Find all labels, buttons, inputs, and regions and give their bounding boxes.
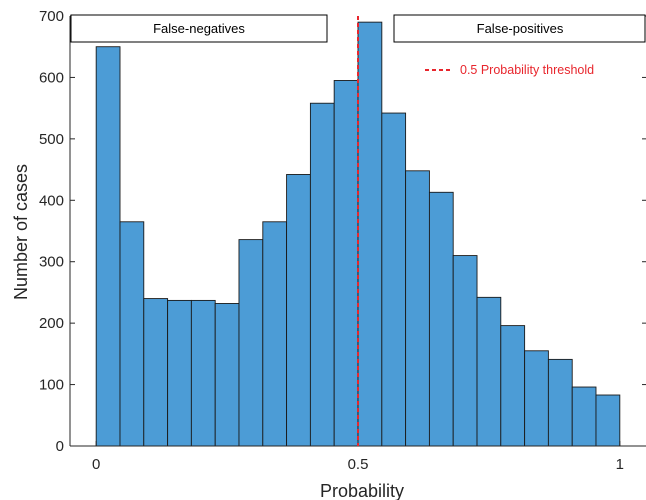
false-positives-label: False-positives: [477, 21, 564, 36]
y-axis-title: Number of cases: [11, 164, 31, 300]
y-tick-label: 600: [39, 69, 64, 86]
y-axis-ticks: 0 100 200 300 400 500 600 700: [39, 8, 646, 455]
histogram-bar: [214, 303, 240, 447]
y-tick-label: 100: [39, 377, 64, 394]
y-tick-label: 500: [39, 131, 64, 148]
false-positives-box: False-positives: [393, 14, 646, 43]
histogram-bar: [500, 325, 526, 447]
histogram-bar: [571, 386, 597, 447]
histogram-bar: [143, 298, 169, 447]
histogram-bar: [95, 46, 121, 447]
histogram-bars: [95, 21, 621, 447]
histogram-bar: [547, 358, 573, 447]
x-tick-label: 0.5: [348, 456, 369, 473]
legend-threshold-label: 0.5 Probability threshold: [460, 63, 594, 77]
false-negatives-label: False-negatives: [153, 21, 245, 36]
histogram-bar: [381, 112, 407, 447]
histogram-bar: [286, 174, 311, 447]
x-axis-title: Probability: [320, 481, 404, 500]
histogram-bar: [357, 21, 383, 447]
histogram-bar: [405, 170, 430, 447]
false-negatives-box: False-negatives: [70, 14, 328, 43]
x-tick-label: 1: [616, 456, 624, 473]
y-tick-label: 0: [56, 438, 64, 455]
histogram-bar: [167, 299, 192, 447]
y-tick-label: 400: [39, 192, 64, 209]
histogram-bar: [595, 394, 621, 447]
histogram-bar: [190, 299, 216, 447]
histogram-bar: [428, 191, 454, 447]
histogram-bar: [333, 80, 359, 447]
x-tick-label: 0: [92, 456, 100, 473]
histogram-bar: [524, 350, 549, 447]
y-tick-label: 200: [39, 315, 64, 332]
y-tick-label: 700: [39, 8, 64, 25]
histogram-bar: [452, 255, 478, 447]
y-tick-label: 300: [39, 254, 64, 271]
histogram-bar: [262, 221, 288, 447]
histogram-bar: [476, 296, 502, 447]
x-axis-ticks: 0 0.5 1: [92, 441, 624, 473]
histogram-bar: [238, 239, 264, 447]
legend: 0.5 Probability threshold: [425, 63, 594, 77]
histogram-bar: [119, 221, 145, 447]
histogram-bar: [309, 102, 335, 447]
